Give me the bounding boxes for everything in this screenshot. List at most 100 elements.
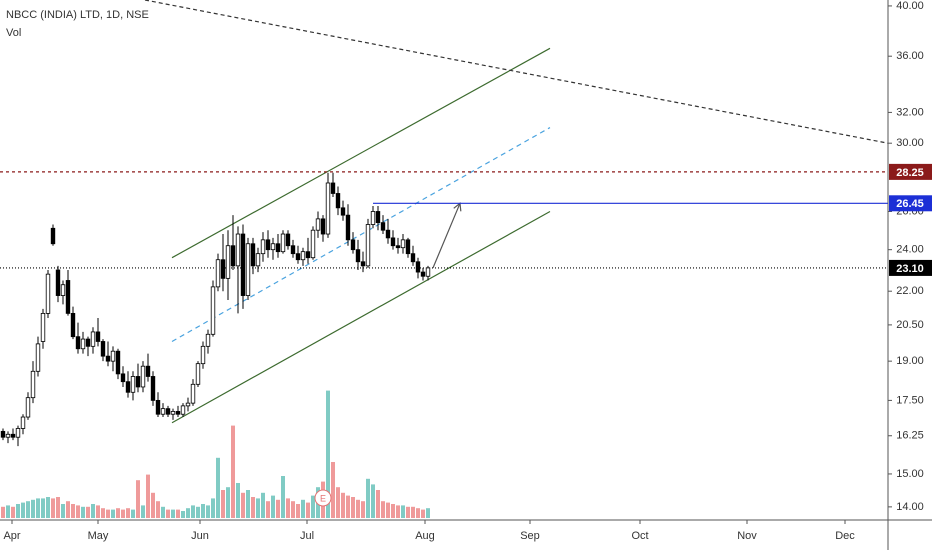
- candle-body: [205, 333, 211, 347]
- volume-bar: [241, 492, 245, 518]
- candle-body: [380, 222, 386, 231]
- candle-body: [100, 341, 106, 357]
- candle-body: [5, 433, 11, 438]
- candle-body: [350, 239, 356, 251]
- volume-bar: [351, 497, 355, 518]
- y-tick-label: 36.00: [896, 50, 924, 62]
- volume-bar: [171, 509, 175, 518]
- candle-body: [375, 211, 381, 224]
- volume-bar: [411, 506, 415, 518]
- volume-bar: [211, 498, 215, 518]
- volume-bar: [161, 506, 165, 518]
- candle-body: [135, 376, 141, 388]
- volume-bar: [106, 509, 110, 518]
- x-tick-label: Sep: [520, 530, 540, 542]
- volume-bar: [296, 504, 300, 518]
- x-tick-label: Nov: [737, 530, 757, 542]
- trend-line: [144, 0, 889, 144]
- volume-bar: [371, 484, 375, 518]
- volume-bar: [221, 490, 225, 518]
- candle-body: [320, 218, 326, 235]
- y-tick-label: 14.00: [896, 501, 924, 513]
- candle-body: [365, 224, 371, 267]
- candle-body: [400, 239, 406, 249]
- trend-line: [171, 127, 551, 342]
- candle-body: [130, 376, 136, 393]
- candle-body: [145, 365, 151, 377]
- candle-body: [290, 245, 296, 255]
- volume-bar: [26, 501, 30, 518]
- volume-bar: [281, 476, 285, 518]
- candle-body: [395, 245, 401, 249]
- volume-bar: [391, 504, 395, 518]
- chart-title: NBCC (INDIA) LTD, 1D, NSE: [6, 9, 149, 21]
- candle-body: [285, 233, 291, 247]
- candle-body: [295, 253, 301, 261]
- level-label: 28.25: [896, 167, 924, 179]
- candle-body: [355, 249, 361, 263]
- candle-body: [95, 331, 101, 342]
- volume-bar: [11, 506, 15, 518]
- candle-body: [230, 245, 236, 267]
- trend-line: [171, 210, 551, 424]
- y-tick-label: 32.00: [896, 106, 924, 118]
- level-label: 23.10: [896, 263, 924, 275]
- volume-bar: [246, 490, 250, 518]
- volume-bar: [51, 498, 55, 518]
- x-tick-label: Aug: [415, 530, 435, 542]
- volume-bar: [406, 506, 410, 518]
- candle-body: [10, 433, 16, 438]
- volume-bar: [256, 498, 260, 518]
- candle-body: [15, 428, 21, 438]
- volume-bar: [16, 504, 20, 518]
- candle-body: [245, 243, 251, 296]
- volume-bar: [176, 509, 180, 518]
- candle-body: [275, 243, 281, 253]
- volume-bar: [226, 487, 230, 518]
- volume-bar: [191, 505, 195, 518]
- candle-body: [210, 286, 216, 335]
- trend-line: [171, 47, 551, 259]
- volume-bar: [421, 509, 425, 518]
- volume-bar: [231, 425, 235, 518]
- y-tick-label: 19.00: [896, 355, 924, 367]
- volume-bar: [201, 504, 205, 518]
- volume-bar: [36, 498, 40, 518]
- volume-bar: [141, 505, 145, 518]
- y-tick-label: 20.50: [896, 319, 924, 331]
- candle-body: [105, 355, 111, 362]
- volume-bar: [91, 504, 95, 518]
- volume-bar: [286, 498, 290, 518]
- candle-body: [115, 350, 121, 375]
- volume-bar: [356, 499, 360, 518]
- candle-body: [125, 381, 131, 393]
- x-tick-label: May: [88, 530, 109, 542]
- candle-body: [35, 343, 41, 372]
- volume-bar: [261, 492, 265, 518]
- trend-line: [432, 203, 461, 269]
- x-tick-label: Jun: [191, 530, 209, 542]
- candle-body: [390, 237, 396, 247]
- y-tick-label: 15.00: [896, 468, 924, 480]
- candle-body: [75, 336, 81, 350]
- volume-bar: [361, 501, 365, 518]
- candle-body: [190, 383, 196, 404]
- candle-body: [160, 408, 166, 415]
- candle-body: [335, 193, 341, 209]
- volume-bar: [111, 509, 115, 518]
- volume-bar: [301, 499, 305, 518]
- volume-bar: [41, 498, 45, 518]
- volume-bar: [146, 474, 150, 518]
- volume-bar: [266, 501, 270, 518]
- candle-body: [385, 229, 391, 239]
- volume-bar: [56, 497, 60, 518]
- candle-body: [50, 227, 56, 245]
- volume-bar: [376, 490, 380, 518]
- level-label-box: [889, 163, 932, 180]
- volume-bar: [426, 508, 430, 518]
- candle-body: [260, 239, 266, 255]
- volume-bar: [101, 508, 105, 518]
